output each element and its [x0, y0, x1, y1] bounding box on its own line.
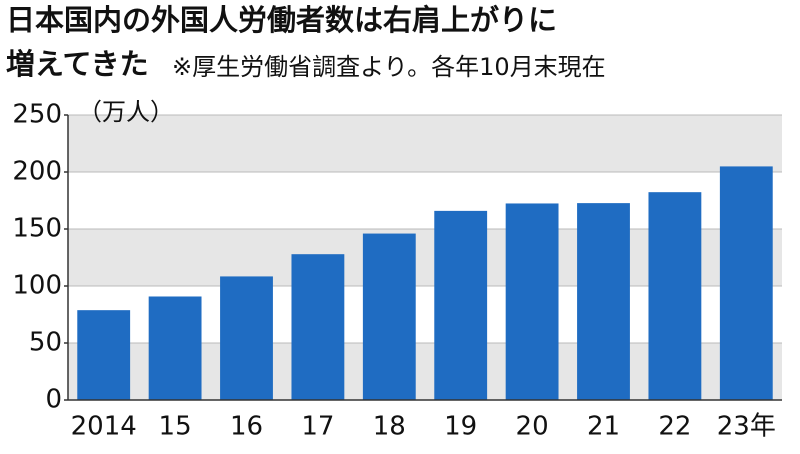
x-tick-label: 16 [230, 412, 263, 442]
bar [577, 203, 630, 400]
bar [77, 310, 131, 400]
bar [220, 276, 273, 400]
x-tick-label: 2014 [71, 412, 137, 442]
x-tick-label: 22 [658, 412, 691, 442]
y-tick-label: 250 [12, 100, 62, 130]
x-tick-label: 19 [444, 412, 477, 442]
bar [148, 296, 202, 400]
x-tick-label: 23年 [717, 412, 776, 442]
x-tick-label: 15 [159, 412, 192, 442]
bar [719, 166, 773, 400]
band [68, 115, 782, 172]
y-tick-label: 150 [12, 214, 62, 244]
y-tick-label: 50 [29, 328, 62, 358]
bar [505, 203, 559, 400]
x-tick-label: 17 [301, 412, 334, 442]
bar [434, 210, 488, 400]
x-tick-label: 21 [587, 412, 620, 442]
x-tick-label: 18 [373, 412, 406, 442]
chart-subtitle: ※厚生労働省調査より。各年10月末現在 [172, 53, 606, 81]
bar [291, 254, 345, 400]
chart-title: 日本国内の外国人労働者数は右肩上がりに [6, 3, 557, 37]
y-axis-label: （万人） [78, 98, 174, 126]
chart-title: 増えてきた [6, 47, 149, 81]
y-tick-label: 100 [12, 271, 62, 301]
y-tick-label: 0 [45, 385, 62, 415]
x-tick-label: 20 [516, 412, 549, 442]
bar [648, 192, 702, 400]
bar [362, 233, 416, 400]
y-tick-label: 200 [12, 157, 62, 187]
